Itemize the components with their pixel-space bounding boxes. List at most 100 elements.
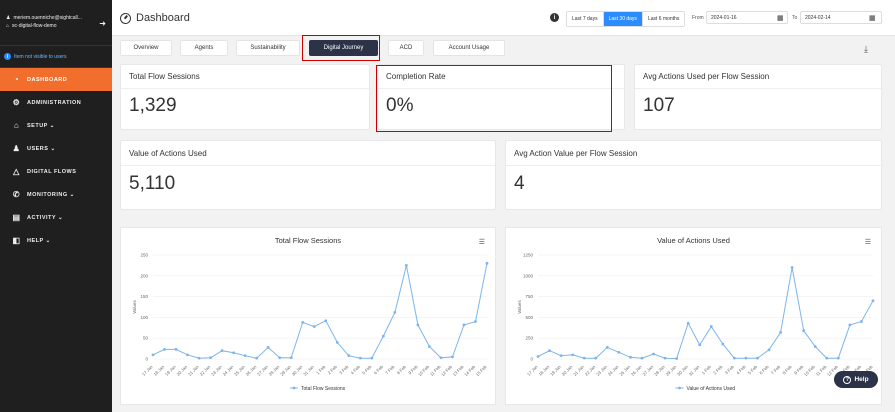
kpi-value: 0% — [386, 95, 414, 116]
x-tick-label: 4 Feb — [735, 364, 747, 376]
tab-acd[interactable]: ACD — [388, 40, 424, 56]
kpi-completion-rate: Completion Rate 0% — [377, 64, 625, 130]
help-label: Help — [854, 376, 869, 383]
kpi-title: Avg Actions Used per Flow Session — [643, 72, 770, 81]
help-button[interactable]: ? Help — [834, 371, 878, 388]
data-point — [605, 345, 609, 349]
data-point — [698, 343, 702, 347]
gauge-icon: ◔ — [13, 75, 20, 84]
sidebar-item-monitoring[interactable]: ✆ MONITORING ⌄ — [0, 183, 112, 206]
sidebar-item-digital-flows[interactable]: △ DIGITAL FLOWS — [0, 160, 112, 183]
data-point — [416, 323, 420, 327]
gauge-icon — [120, 12, 131, 24]
data-point — [439, 356, 443, 360]
kpi-avg-actions-per-session: Avg Actions Used per Flow Session 107 — [634, 64, 882, 130]
chart-title: Total Flow Sessions — [274, 236, 342, 245]
sidebar-item-activity[interactable]: ▤ ACTIVITY ⌄ — [0, 206, 112, 229]
sidebar-item-label: ACTIVITY ⌄ — [27, 214, 64, 221]
calendar-icon[interactable]: ▦ — [777, 15, 784, 22]
legend-label: Value of Actions Used — [687, 386, 736, 392]
org-name: sc-digital-flow-demo — [12, 23, 57, 29]
y-tick-label: 0 — [145, 357, 148, 362]
notice: i Item not visible to users — [0, 46, 112, 68]
data-point — [813, 345, 817, 348]
legend-marker — [678, 386, 681, 390]
data-point — [220, 349, 224, 353]
sidebar-item-setup[interactable]: ⌂ SETUP ⌄ — [0, 114, 112, 137]
tab-overview[interactable]: Overview — [120, 40, 172, 56]
x-tick-label: 9 Feb — [793, 364, 805, 376]
data-point — [451, 355, 454, 359]
user-panel: ♟ meriem.ouenniche@sightcall... ⌂ sc-digit… — [0, 0, 112, 46]
logout-icon[interactable]: ➜ — [99, 19, 106, 28]
sidebar-item-label: MONITORING ⌄ — [27, 191, 75, 198]
data-point — [686, 321, 690, 325]
tab-agents[interactable]: Agents — [180, 40, 228, 56]
x-tick-label: 17 Jan — [526, 364, 539, 377]
menu-icon[interactable]: ☰ — [864, 239, 871, 246]
kpi-title: Total Flow Sessions — [129, 72, 200, 81]
data-point — [266, 345, 270, 349]
x-tick-label: 15 Feb — [475, 364, 488, 377]
y-tick-label: 750 — [525, 294, 533, 299]
x-tick-label: 31 Jan — [688, 364, 701, 377]
data-point — [571, 353, 575, 357]
x-tick-label: 20 Jan — [561, 364, 574, 377]
x-tick-label: 2 Feb — [712, 364, 724, 376]
y-axis-label: Values — [517, 300, 522, 314]
tab-account-usage[interactable]: Account Usage — [433, 40, 505, 56]
x-tick-label: 8 Feb — [782, 364, 794, 376]
chart-value-of-actions-used: Value of Actions Used ☰ 0 250 500 750 1000 12… — [505, 227, 882, 405]
to-date-input[interactable]: 2024-02-14 — [800, 11, 882, 24]
legend-label: Total Flow Sessions — [301, 386, 346, 392]
x-tick-label: 22 Jan — [199, 364, 212, 377]
tab-sustainability[interactable]: Sustainability — [236, 40, 300, 56]
y-tick-label: 0 — [530, 357, 533, 362]
range-last-6-months[interactable]: Last 6 months — [642, 12, 685, 26]
x-tick-label: 9 Feb — [407, 364, 419, 376]
from-label: From — [692, 15, 704, 21]
calendar-icon[interactable]: ▦ — [869, 15, 876, 22]
x-tick-label: 22 Jan — [584, 364, 597, 377]
info-icon[interactable]: i — [550, 13, 559, 22]
x-tick-label: 23 Jan — [210, 364, 223, 377]
data-point — [825, 356, 829, 360]
data-point — [709, 325, 713, 328]
sidebar-item-label: DIGITAL FLOWS — [27, 168, 77, 175]
data-point — [767, 348, 771, 352]
users-icon: ♟ — [12, 144, 21, 153]
sidebar-item-administration[interactable]: ⚙ ADMINISTRATION — [0, 91, 112, 114]
data-point — [174, 348, 178, 351]
x-tick-label: 10 Feb — [417, 364, 430, 377]
y-tick-label: 1250 — [523, 253, 534, 258]
data-point — [243, 354, 247, 358]
data-point — [404, 264, 408, 267]
data-point — [370, 356, 374, 360]
data-point — [232, 351, 236, 355]
download-icon[interactable]: ⤓ — [864, 44, 868, 54]
data-point — [209, 356, 212, 360]
data-point — [779, 330, 782, 334]
x-tick-label: 24 Jan — [607, 364, 620, 377]
org-icon: ⌂ — [6, 23, 10, 29]
x-tick-label: 6 Feb — [373, 364, 385, 376]
sidebar-item-label: HELP ⌄ — [27, 237, 51, 244]
range-last-7-days[interactable]: Last 7 days — [567, 12, 604, 26]
from-date-input[interactable]: 2024-01-16 — [706, 11, 788, 24]
x-tick-label: 28 Jan — [653, 364, 666, 377]
tab-digital-journey[interactable]: Digital Journey — [309, 40, 378, 56]
data-point — [652, 352, 655, 356]
data-point — [582, 356, 586, 360]
sidebar-item-label: DASHBOARD — [27, 76, 68, 83]
menu-icon[interactable]: ☰ — [478, 239, 485, 246]
sidebar-item-help[interactable]: ◧ HELP ⌄ — [0, 229, 112, 252]
kpi-value: 5,110 — [129, 173, 176, 194]
x-tick-label: 1 Feb — [315, 364, 327, 376]
range-last-30-days[interactable]: Last 30 days — [603, 12, 643, 26]
sidebar-item-dashboard[interactable]: ◔ DASHBOARD — [0, 68, 112, 91]
x-tick-label: 25 Jan — [618, 364, 631, 377]
x-tick-label: 19 Jan — [549, 364, 562, 377]
sidebar-item-users[interactable]: ♟ USERS ⌄ — [0, 137, 112, 160]
data-point — [721, 342, 725, 346]
x-tick-label: 25 Jan — [233, 364, 246, 377]
